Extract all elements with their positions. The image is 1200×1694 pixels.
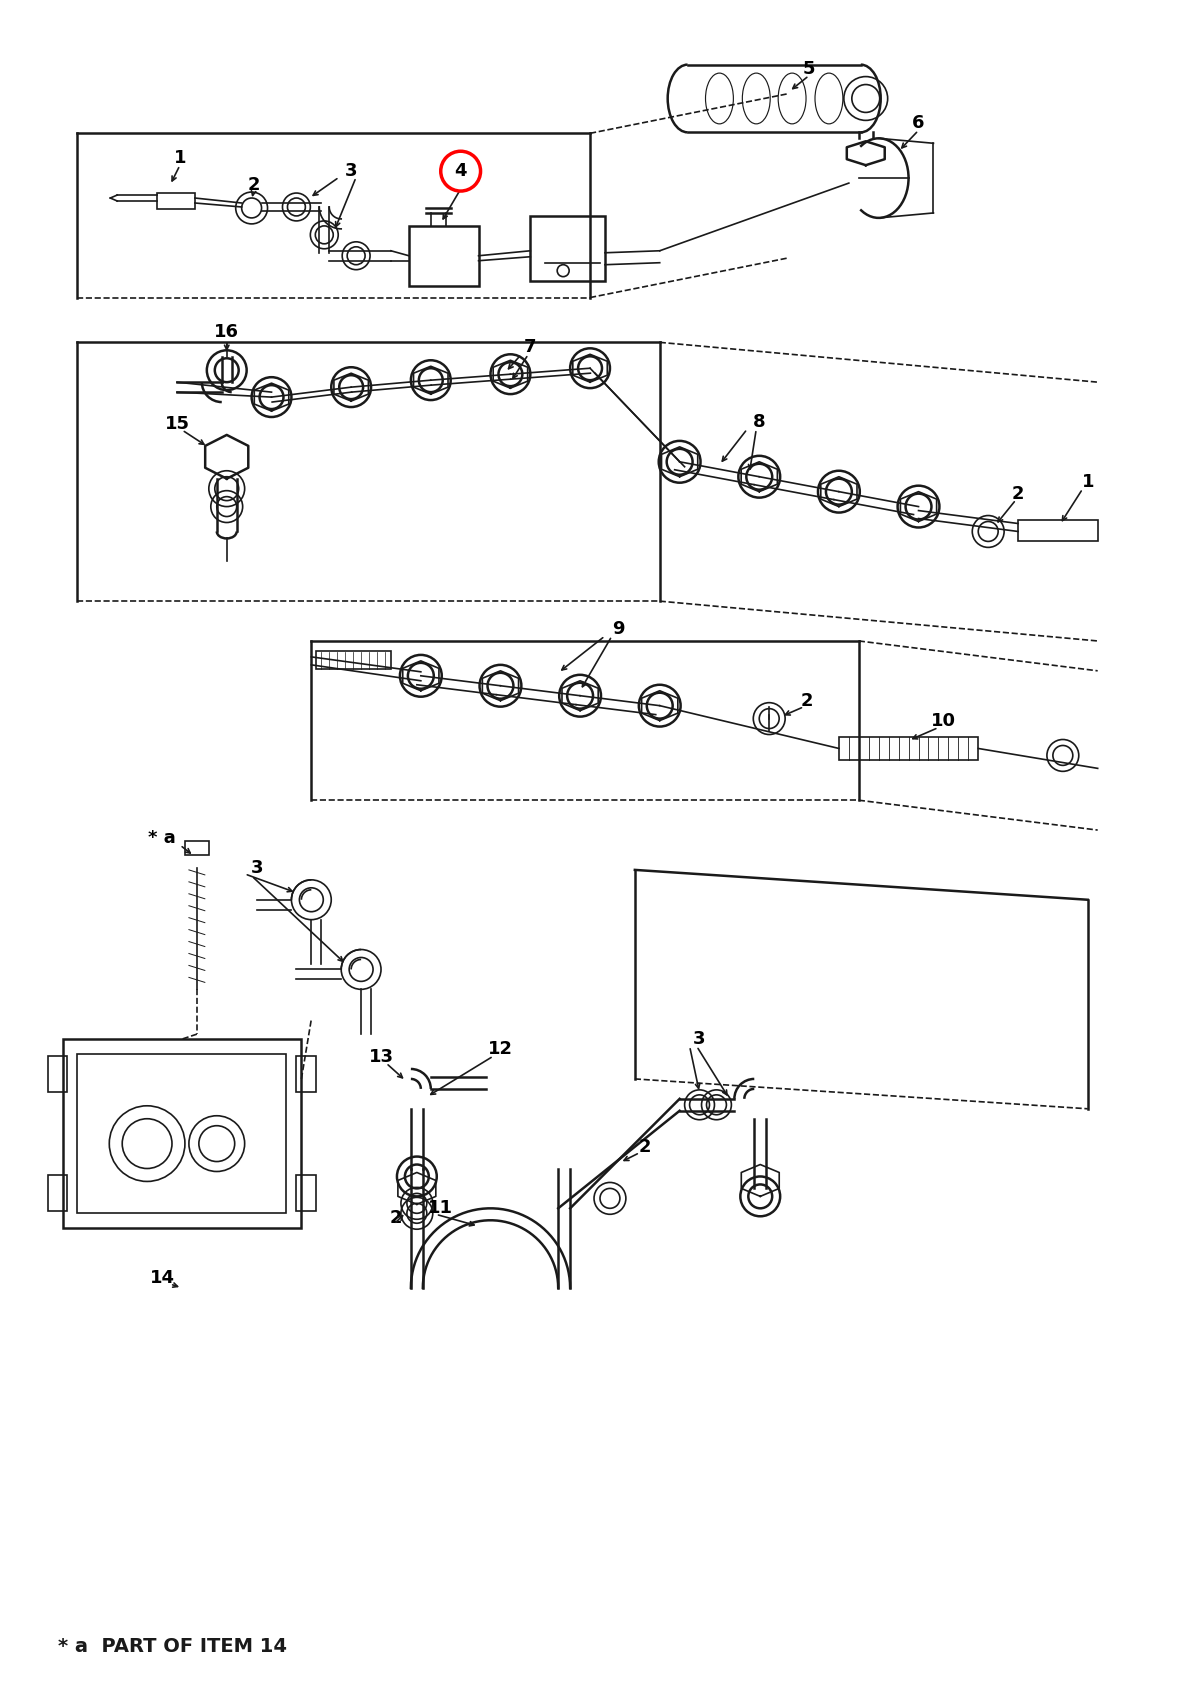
- Text: 15: 15: [164, 415, 190, 434]
- Text: 6: 6: [912, 115, 925, 132]
- Text: 14: 14: [150, 1269, 174, 1287]
- Text: 12: 12: [488, 1040, 512, 1059]
- Bar: [48, 1055, 67, 1093]
- Bar: [185, 840, 209, 855]
- Text: 3: 3: [344, 163, 358, 180]
- Text: 2: 2: [1012, 484, 1025, 503]
- Bar: [48, 1176, 67, 1211]
- Text: 8: 8: [752, 413, 766, 430]
- Text: 10: 10: [931, 711, 956, 730]
- Text: 3: 3: [251, 859, 263, 877]
- Text: * a  PART OF ITEM 14: * a PART OF ITEM 14: [58, 1636, 287, 1655]
- Text: 1: 1: [174, 149, 186, 168]
- Text: 13: 13: [368, 1049, 394, 1066]
- Bar: [530, 215, 605, 281]
- Text: 4: 4: [455, 163, 467, 180]
- Text: 3: 3: [694, 1030, 706, 1049]
- Bar: [839, 737, 978, 761]
- Bar: [409, 225, 479, 286]
- Bar: [1018, 520, 1098, 542]
- Text: 9: 9: [612, 620, 624, 639]
- Bar: [62, 1038, 301, 1228]
- Text: 2: 2: [800, 691, 814, 710]
- Text: 16: 16: [215, 324, 239, 342]
- Text: 2: 2: [247, 176, 260, 195]
- Bar: [157, 193, 194, 208]
- Text: 5: 5: [803, 59, 815, 78]
- Text: 11: 11: [428, 1199, 454, 1218]
- Bar: [78, 1054, 287, 1213]
- Bar: [317, 650, 391, 669]
- Text: 1: 1: [1081, 473, 1094, 491]
- Bar: [296, 1176, 317, 1211]
- Text: * a: * a: [148, 828, 176, 847]
- Bar: [296, 1055, 317, 1093]
- Text: 2: 2: [390, 1210, 402, 1226]
- Text: 2: 2: [638, 1138, 652, 1155]
- Text: 7: 7: [524, 339, 536, 356]
